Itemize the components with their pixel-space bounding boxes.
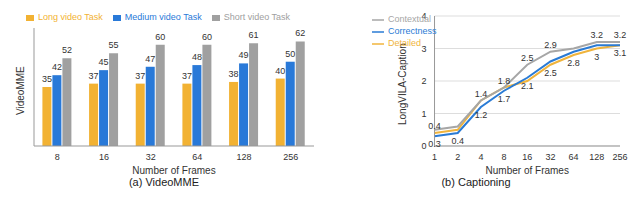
svg-text:2: 2 bbox=[455, 152, 460, 162]
svg-text:16: 16 bbox=[522, 152, 532, 162]
svg-text:3: 3 bbox=[422, 44, 427, 54]
svg-text:38: 38 bbox=[229, 69, 239, 79]
svg-text:16: 16 bbox=[99, 152, 109, 162]
svg-text:64: 64 bbox=[569, 152, 579, 162]
svg-text:3.1: 3.1 bbox=[614, 48, 627, 58]
svg-text:1.7: 1.7 bbox=[498, 94, 511, 104]
svg-text:2.5: 2.5 bbox=[544, 68, 557, 78]
svg-text:35: 35 bbox=[42, 74, 52, 84]
svg-text:LongVILA-Caption: LongVILA-Caption bbox=[397, 43, 408, 125]
svg-text:2.5: 2.5 bbox=[521, 53, 534, 63]
svg-text:2.9: 2.9 bbox=[544, 40, 557, 50]
svg-text:Number of Frames: Number of Frames bbox=[486, 165, 569, 176]
svg-text:50: 50 bbox=[285, 49, 295, 59]
svg-text:37: 37 bbox=[135, 71, 145, 81]
svg-text:37: 37 bbox=[182, 71, 192, 81]
svg-text:45: 45 bbox=[99, 57, 109, 67]
svg-text:52: 52 bbox=[62, 45, 72, 55]
svg-text:4: 4 bbox=[422, 11, 427, 21]
svg-text:2: 2 bbox=[422, 76, 427, 86]
svg-text:49: 49 bbox=[239, 50, 249, 60]
svg-text:Number of Frames: Number of Frames bbox=[132, 165, 215, 176]
svg-text:37: 37 bbox=[89, 71, 99, 81]
svg-text:42: 42 bbox=[52, 62, 62, 72]
svg-text:40: 40 bbox=[275, 66, 285, 76]
svg-text:0.4: 0.4 bbox=[451, 136, 464, 146]
svg-text:64: 64 bbox=[192, 152, 202, 162]
svg-text:8: 8 bbox=[502, 152, 507, 162]
svg-text:1: 1 bbox=[432, 152, 437, 162]
svg-text:61: 61 bbox=[249, 30, 259, 40]
svg-text:48: 48 bbox=[192, 52, 202, 62]
svg-text:128: 128 bbox=[589, 152, 604, 162]
svg-text:2.8: 2.8 bbox=[567, 58, 580, 68]
svg-text:47: 47 bbox=[145, 54, 155, 64]
svg-text:55: 55 bbox=[109, 40, 119, 50]
svg-text:1.8: 1.8 bbox=[498, 76, 511, 86]
svg-text:4: 4 bbox=[478, 152, 483, 162]
svg-text:62: 62 bbox=[295, 28, 305, 38]
svg-text:0.3: 0.3 bbox=[428, 139, 441, 149]
svg-text:3.2: 3.2 bbox=[591, 30, 604, 40]
svg-text:3.2: 3.2 bbox=[614, 30, 627, 40]
svg-text:1.2: 1.2 bbox=[475, 110, 488, 120]
svg-text:1: 1 bbox=[422, 109, 427, 119]
svg-text:3: 3 bbox=[594, 52, 599, 62]
svg-text:32: 32 bbox=[146, 152, 156, 162]
svg-text:1.4: 1.4 bbox=[475, 89, 488, 99]
svg-text:0.4: 0.4 bbox=[428, 121, 441, 131]
svg-text:256: 256 bbox=[612, 152, 627, 162]
svg-text:8: 8 bbox=[55, 152, 60, 162]
svg-text:60: 60 bbox=[202, 32, 212, 42]
svg-text:2.1: 2.1 bbox=[521, 81, 534, 91]
svg-text:128: 128 bbox=[236, 152, 251, 162]
svg-text:VideoMME: VideoMME bbox=[15, 66, 26, 115]
svg-text:256: 256 bbox=[283, 152, 298, 162]
svg-text:0: 0 bbox=[422, 141, 427, 151]
svg-text:32: 32 bbox=[545, 152, 555, 162]
svg-text:60: 60 bbox=[155, 32, 165, 42]
